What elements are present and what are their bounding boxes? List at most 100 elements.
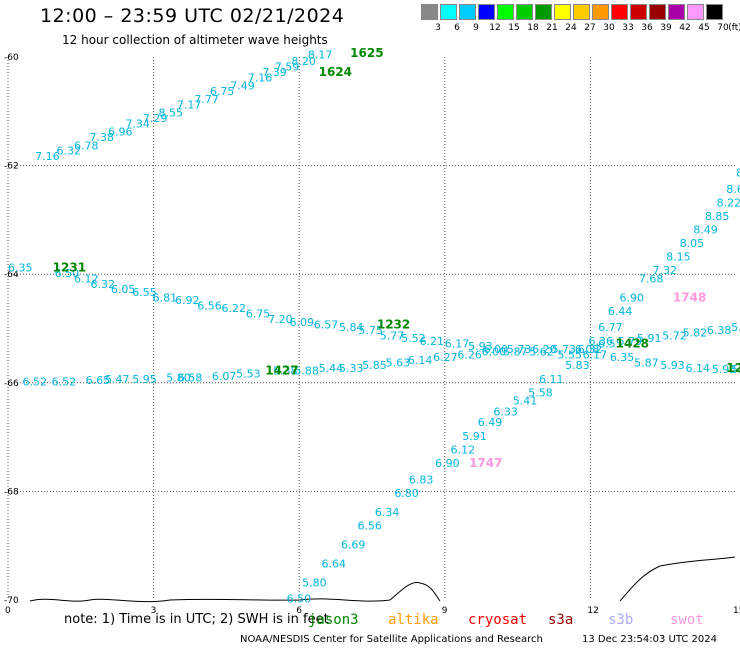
wave-height-label: 7.59 xyxy=(275,61,300,74)
timestamp: 13 Dec 23:54:03 UTC 2024 xyxy=(582,634,717,645)
wave-height-label: 5.41 xyxy=(513,395,538,408)
wave-height-label: 6.34 xyxy=(375,506,400,519)
color-label: 21 xyxy=(546,23,558,33)
wave-height-label: 7.38 xyxy=(90,131,115,144)
wave-height-label: 6.96 xyxy=(108,126,133,139)
pass-time-label: 1625 xyxy=(350,46,383,60)
color-label: 18 xyxy=(527,23,539,33)
wave-height-label: 6.83 xyxy=(409,473,434,486)
pass-time-label: 1427 xyxy=(265,364,298,378)
color-label: 36 xyxy=(641,23,653,33)
wave-height-label: 5.73 xyxy=(507,343,532,356)
wave-height-label: 6.17 xyxy=(583,348,608,361)
wave-height-label: 6.50 xyxy=(55,267,79,280)
x-tick-label: 0 xyxy=(5,606,11,616)
wave-height-label: 6.44 xyxy=(608,305,633,318)
wave-height-label: 6.07 xyxy=(212,370,237,383)
wave-height-label: 6.90 xyxy=(435,457,460,470)
wave-height-label: 6.35 xyxy=(8,261,33,274)
color-swatch-24 xyxy=(554,4,571,20)
y-tick-label: -62 xyxy=(4,162,19,172)
wave-height-label: 6.75 xyxy=(246,308,271,321)
wave-height-label: 7.32 xyxy=(653,264,678,277)
wave-height-label: 5.53 xyxy=(236,367,261,380)
wave-height-label: 5.73 xyxy=(552,343,577,356)
grid-lines xyxy=(7,57,736,600)
wave-height-label: 6.12 xyxy=(74,272,99,285)
wave-height-label: 5.80 xyxy=(302,576,327,589)
color-swatch-45 xyxy=(687,4,704,20)
pass-labels: 1625 1624 1231 1232 1427 1428 1233 1748 1747 xyxy=(53,46,740,470)
wave-height-label: 5.44 xyxy=(319,362,344,375)
data-points: 7.166.326.787.386.967.347.298.557.177.77… xyxy=(8,49,740,606)
color-label: 39 xyxy=(660,23,672,33)
color-label: 3 xyxy=(435,23,441,33)
wave-height-label: 5.93 xyxy=(468,340,493,353)
color-swatch-42 xyxy=(668,4,685,20)
wave-height-label: 5.80 xyxy=(166,372,191,385)
wave-height-label: 5.58 xyxy=(528,386,553,399)
wave-height-label: 6.38 xyxy=(707,324,732,337)
wave-height-label: 8.17 xyxy=(308,49,333,62)
wave-height-label: 5.95 xyxy=(132,373,157,386)
wave-height-label: 6.11 xyxy=(539,373,564,386)
color-label: 24 xyxy=(565,23,577,33)
wave-height-label: 6.21 xyxy=(420,335,445,348)
color-label: 27 xyxy=(584,23,596,33)
color-swatch-21 xyxy=(535,4,552,20)
wave-height-label: 6.26 xyxy=(457,348,482,361)
wave-height-label: 6.09 xyxy=(289,316,314,329)
wave-height-label: 5.86 xyxy=(731,363,740,376)
wave-height-label: 6.77 xyxy=(598,321,623,334)
wave-height-label: 7.77 xyxy=(194,93,219,106)
satellite-s3a: s3a xyxy=(548,612,574,628)
color-swatch-3 xyxy=(421,4,438,20)
wave-height-label: 6.75 xyxy=(210,85,235,98)
wave-height-label: 6.00 xyxy=(482,346,507,359)
wave-height-label: 6.32 xyxy=(57,145,82,158)
pass-time-label: 1233 xyxy=(726,361,740,375)
wave-height-label: 6.57 xyxy=(314,319,339,332)
wave-height-label: 5.87 xyxy=(503,346,528,359)
color-swatch-39 xyxy=(649,4,666,20)
wave-height-label: 5.91 xyxy=(462,430,487,443)
color-label: 42 xyxy=(679,23,691,33)
wave-height-label: 7.49 xyxy=(230,80,255,93)
pass-time-label: 1748 xyxy=(673,290,706,304)
color-swatch-18 xyxy=(516,4,533,20)
pass-time-label: 1624 xyxy=(319,65,352,79)
wave-height-label: 5.33 xyxy=(339,362,364,375)
wave-height-label: 6.17 xyxy=(445,338,470,351)
wave-height-label: 6.52 xyxy=(52,376,77,389)
wave-height-label: 6.36 xyxy=(588,335,613,348)
chart-title: 12:00 – 23:59 UTC 02/21/2024 xyxy=(40,5,345,27)
satellite-swot: swot xyxy=(670,612,704,628)
pass-time-label: 1232 xyxy=(377,318,410,332)
color-swatch-15 xyxy=(497,4,514,20)
wave-height-label: 6.49 xyxy=(478,416,503,429)
wave-height-label: 7.17 xyxy=(177,99,202,112)
wave-height-label: 5.75 xyxy=(358,324,383,337)
footer-note: note: 1) Time is in UTC; 2) SWH is in fe… xyxy=(64,612,329,627)
wave-height-label: 8.71 xyxy=(736,166,740,179)
wave-height-label: 6.50 xyxy=(287,593,312,606)
wave-height-label: 6.27 xyxy=(433,351,458,364)
wave-height-label: 5.93 xyxy=(712,363,737,376)
wave-height-label: 6.78 xyxy=(74,139,99,152)
wave-height-label: 6.80 xyxy=(394,487,419,500)
color-swatch-30 xyxy=(592,4,609,20)
wave-height-label: 5.91 xyxy=(637,332,662,345)
y-tick-label: -66 xyxy=(4,379,19,389)
wave-height-label: 6.20 xyxy=(532,343,557,356)
color-label: 9 xyxy=(473,23,479,33)
wave-height-label: 5.77 xyxy=(380,329,405,342)
wave-height-label: 5.99 xyxy=(731,321,740,334)
wave-height-label: 5.85 xyxy=(362,359,387,372)
x-tick-label: 9 xyxy=(442,606,448,616)
pass-time-label: 1747 xyxy=(469,456,502,470)
wave-height-label: 6.35 xyxy=(610,351,635,364)
wave-height-label: 6.56 xyxy=(357,519,382,532)
wave-height-label: 6.08 xyxy=(575,343,600,356)
wave-height-label: 8.05 xyxy=(680,237,705,250)
color-swatch-9 xyxy=(459,4,476,20)
